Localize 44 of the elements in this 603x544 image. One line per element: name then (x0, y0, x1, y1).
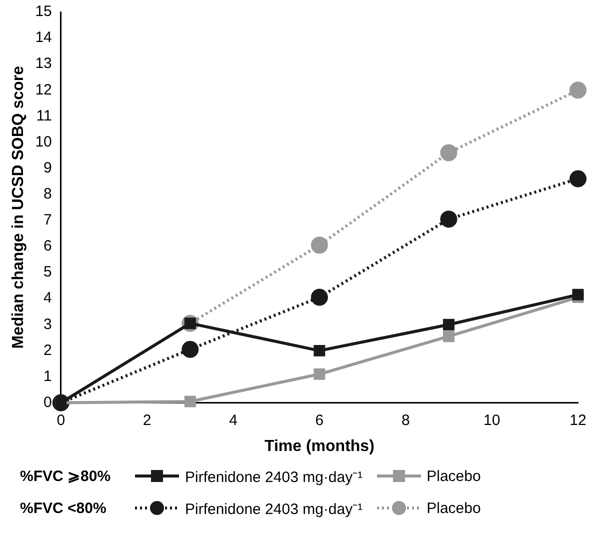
legend-label: Pirfenidone 2403 mg·day⁻¹ (185, 500, 363, 518)
y-tick-label: 9 (44, 159, 52, 176)
y-tick-label: 11 (36, 107, 52, 124)
point (310, 236, 328, 254)
point (440, 144, 458, 162)
y-axis-title: Median change in UCSD SOBQ score (10, 66, 28, 349)
y-tick-label: 10 (35, 133, 52, 150)
x-tick-label: 12 (570, 412, 586, 429)
y-tick-label: 13 (35, 55, 52, 72)
x-tick-label: 6 (315, 412, 324, 429)
point (442, 318, 454, 330)
y-tick-label: 6 (44, 238, 52, 255)
y-tick-label: 5 (44, 264, 52, 281)
y-tick-label: 1 (44, 368, 52, 385)
point (182, 340, 199, 358)
text: %FVC <80% (20, 500, 108, 516)
legend-label: Placebo (426, 468, 481, 484)
point (440, 210, 458, 228)
legend-label: Placebo (426, 500, 481, 516)
point (184, 396, 196, 408)
point (314, 344, 326, 356)
x-axis-title: Time (months) (264, 438, 374, 455)
legend-label: Pirfenidone 2403 mg·day⁻¹ (185, 468, 363, 486)
y-tick-label: 12 (35, 81, 52, 98)
x-tick-label: 0 (56, 412, 66, 429)
point (314, 368, 326, 380)
x-tick-label: 8 (401, 412, 410, 429)
text: %FVC ⩾80% (20, 467, 112, 485)
x-tick-label: 10 (483, 412, 500, 429)
y-tick-label: 0 (44, 394, 52, 411)
y-tick-label: 2 (44, 342, 52, 359)
point (310, 288, 328, 306)
y-tick-label: 14 (35, 29, 52, 46)
y-tick-label: 3 (44, 316, 52, 333)
point (570, 82, 586, 99)
y-tick-label: 8 (44, 186, 52, 203)
y-tick-label: 4 (44, 290, 52, 307)
point (570, 170, 586, 188)
y-tick-label: 7 (44, 212, 52, 229)
y-tick-label: 15 (35, 3, 52, 20)
x-tick-label: 2 (142, 412, 152, 429)
x-tick-label: 4 (229, 412, 238, 429)
point (442, 330, 454, 342)
point (572, 288, 584, 300)
